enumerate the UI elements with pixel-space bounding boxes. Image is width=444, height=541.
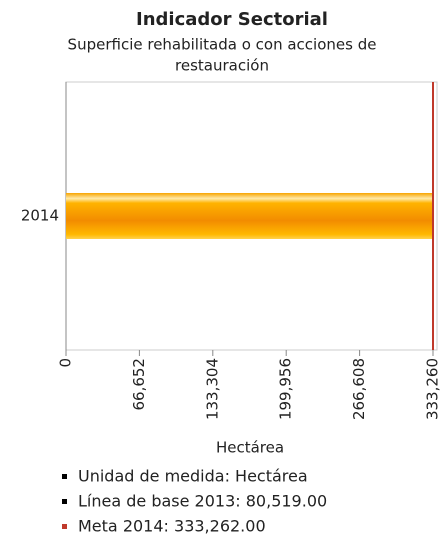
x-tick-label: 266,608 (350, 358, 368, 420)
y-tick-label: 2014 (21, 207, 59, 225)
x-tick-label: 199,956 (277, 358, 295, 420)
x-tick-label: 133,304 (203, 358, 221, 420)
legend-bullet (62, 474, 67, 479)
chart-title: Indicador Sectorial (136, 9, 328, 30)
chart-subtitle: restauración (175, 57, 269, 75)
legend-bullet (62, 524, 67, 529)
x-tick-label: 333,260 (424, 358, 442, 420)
legend-text: Unidad de medida: Hectárea (78, 467, 308, 486)
chart-subtitle: Superficie rehabilitada o con acciones d… (68, 36, 377, 54)
legend-text: Línea de base 2013: 80,519.00 (78, 492, 327, 511)
legend-bullet (62, 499, 67, 504)
x-tick-label: 0 (57, 358, 75, 368)
x-axis-title: Hectárea (216, 439, 284, 457)
bar (66, 193, 434, 239)
legend-text: Meta 2014: 333,262.00 (78, 517, 266, 536)
x-tick-label: 66,652 (130, 358, 148, 411)
